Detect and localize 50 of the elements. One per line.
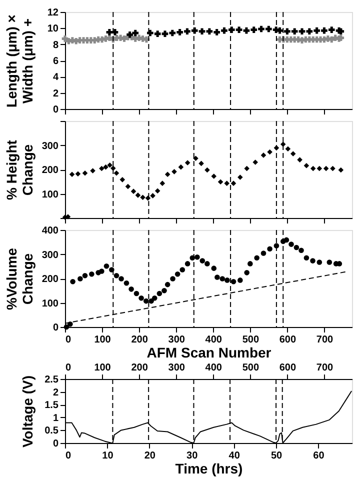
y-tick-label: 200 bbox=[42, 274, 59, 285]
y-tick-label: 12 bbox=[47, 8, 59, 18]
y-tick-label: 100 bbox=[42, 189, 59, 200]
x2-tick-label: 600 bbox=[279, 362, 296, 374]
x-tick-label: 700 bbox=[316, 334, 334, 346]
y-tick-label: 0.5 bbox=[44, 426, 59, 437]
y-tick-label: 300 bbox=[42, 250, 59, 261]
x-tick-label: 200 bbox=[131, 334, 148, 346]
y-axis-title: Voltage (V) bbox=[20, 375, 36, 448]
y-axis-title: Length (μm) × Width (μm) + bbox=[4, 14, 36, 108]
y-tick-label: 2 bbox=[52, 88, 59, 100]
x-tick-label: 60 bbox=[313, 450, 325, 462]
y-tick-label: 10 bbox=[47, 24, 59, 35]
x2-tick-label: 200 bbox=[131, 362, 148, 374]
y-tick-label: 0 bbox=[52, 438, 59, 450]
x-tick-label: 30 bbox=[186, 450, 198, 462]
x2-tick-label: 400 bbox=[205, 362, 222, 374]
x2-tick-label: 100 bbox=[94, 362, 112, 374]
x-axis-title: Time (hrs) bbox=[175, 460, 243, 476]
x-tick-label: 400 bbox=[205, 334, 222, 346]
y-tick-label: 300 bbox=[42, 140, 59, 152]
y-axis-title: %Volume Change bbox=[4, 248, 36, 310]
x-axis-title: AFM Scan Number bbox=[146, 344, 272, 360]
y-tick-label: 200 bbox=[42, 165, 59, 176]
y-tick-label: 400 bbox=[42, 226, 59, 236]
x-tick-label: 100 bbox=[94, 334, 112, 346]
y-tick-label: 0 bbox=[52, 104, 59, 116]
y-axis-title: % Height Change bbox=[4, 140, 36, 200]
y-tick-label: 4 bbox=[52, 72, 59, 84]
x2-tick-label: 700 bbox=[316, 362, 334, 374]
y-tick-label: 1.5 bbox=[44, 400, 59, 412]
x-tick-label: 40 bbox=[228, 450, 240, 462]
y-tick-label: 1 bbox=[52, 412, 59, 424]
x-tick-label: 600 bbox=[279, 334, 296, 346]
x-tick-label: 10 bbox=[102, 450, 114, 462]
x-tick-label: 20 bbox=[144, 450, 156, 462]
x-tick-label: 0 bbox=[66, 334, 72, 346]
x-tick-label: 500 bbox=[242, 334, 260, 346]
x2-tick-label: 0 bbox=[66, 362, 72, 374]
y-tick-label: 6 bbox=[52, 56, 59, 67]
x-tick-label: 300 bbox=[168, 334, 186, 346]
y-tick-label: 2.5 bbox=[44, 374, 59, 386]
x-tick-label: 0 bbox=[66, 450, 72, 462]
y-tick-label: 0 bbox=[52, 322, 59, 334]
x-tick-label: 50 bbox=[270, 450, 283, 462]
x2-tick-label: 500 bbox=[242, 362, 260, 374]
y-tick-label: 8 bbox=[52, 40, 59, 51]
y-tick-label: 2 bbox=[52, 387, 59, 398]
y-tick-label: 100 bbox=[42, 298, 59, 310]
x2-tick-label: 300 bbox=[168, 362, 186, 374]
